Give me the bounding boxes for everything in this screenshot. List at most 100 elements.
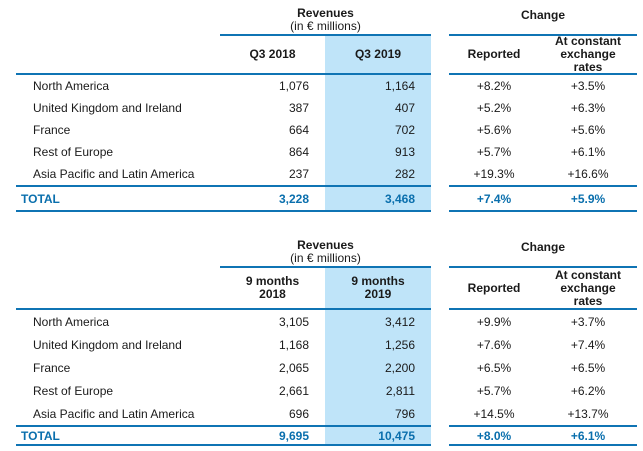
- revenue-prev-value: 664: [288, 123, 309, 137]
- change-reported-value: +5.7%: [476, 383, 512, 398]
- change-reported-value: +6.5%: [476, 360, 512, 375]
- spacer-cell: [431, 379, 449, 402]
- revenue-prev-value: 864: [288, 145, 309, 159]
- spacer-cell: [431, 185, 449, 212]
- total-prev-value: 9,695: [220, 425, 325, 446]
- spacer-cell: [431, 333, 449, 356]
- change-reported-value: +5.7%: [476, 145, 512, 159]
- spacer-cell: [431, 75, 449, 97]
- spacer-cell: [431, 425, 449, 446]
- region-label: Asia Pacific and Latin America: [33, 167, 195, 181]
- change-constant-value: +3.5%: [570, 79, 606, 93]
- revenue-curr-value: 1,256: [325, 333, 431, 356]
- revenue-curr-value: 1,164: [325, 75, 431, 97]
- revenue-curr-value: 796: [325, 402, 431, 425]
- revenue-prev-value: 2,065: [278, 360, 309, 375]
- change-reported-value: +8.2%: [476, 79, 512, 93]
- spacer-cell: [431, 310, 449, 333]
- spacer-cell: [431, 237, 449, 268]
- change-constant-value: +7.4%: [570, 337, 606, 352]
- region-label: France: [33, 360, 71, 375]
- revenues-title: Revenues: [297, 6, 354, 20]
- revenues-group-header: Revenues (in € millions): [220, 237, 431, 268]
- spacer-cell: [431, 141, 449, 163]
- nine-month-revenue-table: Revenues (in € millions) Change 9 months…: [0, 237, 643, 446]
- spacer-cell: [16, 268, 220, 310]
- revenues-subtitle: (in € millions): [290, 19, 361, 33]
- column-header-curr-period: Q3 2019: [325, 36, 431, 75]
- region-label: France: [33, 123, 71, 137]
- spacer-cell: [431, 163, 449, 185]
- revenue-curr-value: 407: [325, 97, 431, 119]
- region-label: North America: [33, 79, 110, 93]
- change-constant-value: +16.6%: [567, 167, 609, 181]
- change-constant-value: +6.2%: [570, 383, 606, 398]
- revenue-prev-value: 696: [288, 406, 309, 421]
- change-constant-value: +6.3%: [570, 101, 606, 115]
- spacer-cell: [431, 402, 449, 425]
- spacer-cell: [431, 268, 449, 310]
- revenues-subtitle: (in € millions): [290, 251, 361, 265]
- change-group-header: Change: [449, 5, 637, 36]
- region-label: Rest of Europe: [33, 145, 114, 159]
- change-group-header: Change: [449, 237, 637, 268]
- change-constant-value: +3.7%: [570, 314, 606, 329]
- revenue-prev-value: 237: [288, 167, 309, 181]
- change-constant-value: +5.6%: [570, 123, 606, 137]
- revenues-group-header: Revenues (in € millions): [220, 5, 431, 36]
- change-reported-value: +7.6%: [476, 337, 512, 352]
- change-reported-value: +19.3%: [473, 167, 515, 181]
- total-label: TOTAL: [16, 185, 220, 212]
- column-header-curr-period: 9 months 2019: [325, 268, 431, 310]
- column-header-prev-period: 9 months 2018: [220, 268, 325, 310]
- region-label: United Kingdom and Ireland: [33, 101, 182, 115]
- column-header-reported: Reported: [449, 268, 539, 310]
- region-label: Asia Pacific and Latin America: [33, 406, 195, 421]
- revenues-title: Revenues: [297, 238, 354, 252]
- total-constant-value: +5.9%: [539, 185, 637, 212]
- region-label: Rest of Europe: [33, 383, 114, 398]
- spacer-cell: [431, 119, 449, 141]
- spacer-cell: [431, 97, 449, 119]
- q3-revenue-table: Revenues (in € millions) Change Q3 2018 …: [0, 5, 643, 212]
- region-label: United Kingdom and Ireland: [33, 337, 182, 352]
- revenue-curr-value: 3,412: [325, 310, 431, 333]
- spacer-cell: [431, 5, 449, 36]
- region-label: North America: [33, 314, 110, 329]
- change-constant-value: +13.7%: [567, 406, 609, 421]
- total-reported-value: +7.4%: [449, 185, 539, 212]
- q3-revenue-grid: Revenues (in € millions) Change Q3 2018 …: [16, 5, 643, 212]
- column-header-prev-period: Q3 2018: [220, 36, 325, 75]
- change-reported-value: +5.2%: [476, 101, 512, 115]
- total-prev-value: 3,228: [220, 185, 325, 212]
- spacer-cell: [16, 237, 220, 268]
- spacer-cell: [16, 5, 220, 36]
- spacer-cell: [16, 36, 220, 75]
- total-label: TOTAL: [16, 425, 220, 446]
- total-curr-value: 10,475: [325, 425, 431, 446]
- change-constant-value: +6.1%: [570, 145, 606, 159]
- revenue-curr-value: 2,811: [325, 379, 431, 402]
- column-header-constant-rates: At constant exchange rates: [539, 35, 637, 75]
- revenue-curr-value: 913: [325, 141, 431, 163]
- total-curr-value: 3,468: [325, 185, 431, 212]
- revenue-prev-value: 387: [288, 101, 309, 115]
- change-reported-value: +9.9%: [476, 314, 512, 329]
- revenue-curr-value: 702: [325, 119, 431, 141]
- revenue-prev-value: 2,661: [278, 383, 309, 398]
- change-reported-value: +14.5%: [473, 406, 515, 421]
- change-reported-value: +5.6%: [476, 123, 512, 137]
- revenue-prev-value: 1,168: [278, 337, 309, 352]
- spacer-cell: [431, 36, 449, 75]
- revenue-prev-value: 3,105: [278, 314, 309, 329]
- spacer-cell: [431, 356, 449, 379]
- revenue-curr-value: 2,200: [325, 356, 431, 379]
- column-header-constant-rates: At constant exchange rates: [539, 268, 637, 310]
- nine-month-revenue-grid: Revenues (in € millions) Change 9 months…: [16, 237, 643, 446]
- total-reported-value: +8.0%: [449, 425, 539, 446]
- column-header-reported: Reported: [449, 36, 539, 75]
- change-constant-value: +6.5%: [570, 360, 606, 375]
- revenue-prev-value: 1,076: [278, 79, 309, 93]
- total-constant-value: +6.1%: [539, 425, 637, 446]
